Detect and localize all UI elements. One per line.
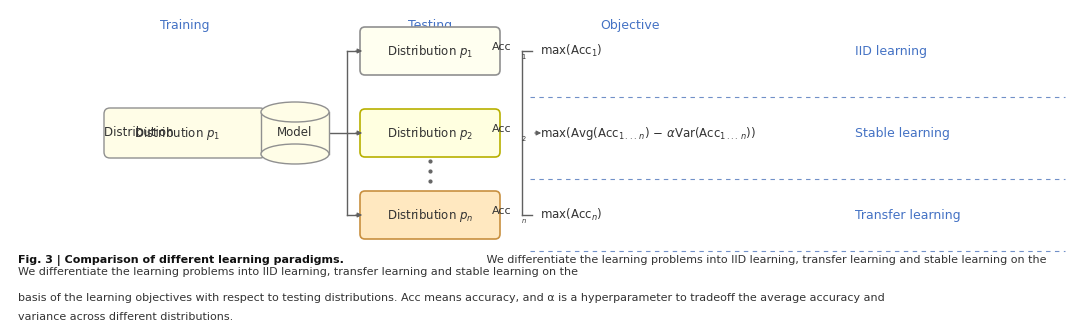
Text: $_n$: $_n$ (521, 216, 527, 226)
Text: We differentiate the learning problems into IID learning, transfer learning and : We differentiate the learning problems i… (483, 255, 1047, 265)
Text: Acc: Acc (492, 206, 512, 216)
Text: Objective: Objective (600, 19, 660, 32)
FancyBboxPatch shape (360, 109, 500, 157)
Text: Distribution $p_{2}$: Distribution $p_{2}$ (387, 125, 473, 142)
Text: Distribution $p_1$: Distribution $p_1$ (134, 125, 220, 142)
Text: Fig. 3 | Comparison of different learning paradigms.: Fig. 3 | Comparison of different learnin… (18, 255, 343, 266)
Text: Training: Training (160, 19, 210, 32)
FancyBboxPatch shape (360, 191, 500, 239)
Text: $_2$: $_2$ (521, 134, 527, 144)
Text: Acc: Acc (492, 42, 512, 52)
Text: Distribution $p_{1}$: Distribution $p_{1}$ (387, 43, 473, 60)
Text: max(Acc$_n$): max(Acc$_n$) (540, 207, 603, 223)
Text: Transfer learning: Transfer learning (855, 208, 960, 221)
Text: max(Avg(Acc$_{1\,...\,n}$) $-$ $\alpha$Var(Acc$_{1\,...\,n}$)): max(Avg(Acc$_{1\,...\,n}$) $-$ $\alpha$V… (540, 125, 756, 142)
Text: IID learning: IID learning (855, 45, 927, 58)
Text: We differentiate the learning problems into IID learning, transfer learning and : We differentiate the learning problems i… (18, 267, 578, 277)
Ellipse shape (261, 102, 329, 122)
Text: Distribution: Distribution (104, 127, 177, 140)
Text: max(Acc$_1$): max(Acc$_1$) (540, 43, 603, 59)
Text: Model: Model (278, 127, 313, 140)
FancyBboxPatch shape (360, 27, 500, 75)
Text: basis of the learning objectives with respect to testing distributions. Acc mean: basis of the learning objectives with re… (18, 293, 885, 303)
Text: Testing: Testing (408, 19, 453, 32)
Text: variance across different distributions.: variance across different distributions. (18, 312, 233, 322)
Text: Stable learning: Stable learning (855, 127, 950, 140)
FancyBboxPatch shape (104, 108, 266, 158)
Text: Acc: Acc (492, 124, 512, 134)
Text: Distribution $p_{n}$: Distribution $p_{n}$ (387, 206, 473, 223)
Bar (261, 112, 329, 154)
Ellipse shape (261, 144, 329, 164)
Text: $_1$: $_1$ (521, 52, 527, 62)
